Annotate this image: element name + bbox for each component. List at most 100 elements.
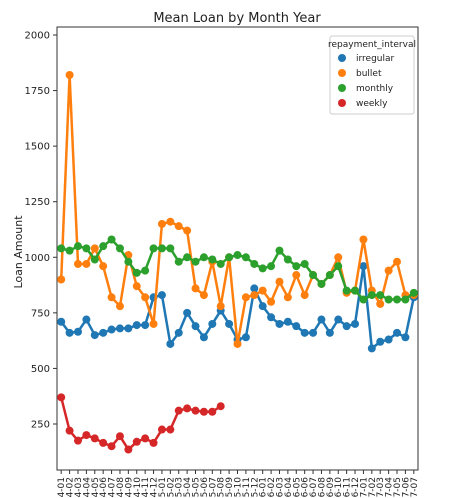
x-tick-label: 2014-04 <box>82 477 92 498</box>
x-tick-label: 2015-04 <box>183 477 193 498</box>
point <box>267 262 276 271</box>
point <box>183 226 192 235</box>
x-tick-label: 2014-05 <box>91 477 101 498</box>
y-tick-label: 750 <box>31 308 50 319</box>
point <box>166 217 175 226</box>
point <box>124 257 133 266</box>
point <box>283 293 292 302</box>
x-tick-label: 2014-01 <box>57 477 67 498</box>
point <box>334 315 343 324</box>
chart-title: Mean Loan by Month Year <box>153 11 321 26</box>
point <box>73 436 82 445</box>
point <box>157 244 166 253</box>
point <box>376 337 385 346</box>
point <box>132 321 141 330</box>
point <box>241 293 250 302</box>
legend: repayment_interval irregular bullet monthly… <box>328 35 416 115</box>
point <box>174 328 183 337</box>
point <box>115 244 124 253</box>
point <box>191 257 200 266</box>
point <box>132 282 141 291</box>
point <box>191 322 200 331</box>
y-tick-label: 500 <box>31 364 50 375</box>
y-axis-label: Loan Amount <box>12 215 25 289</box>
point <box>115 302 124 311</box>
point <box>216 302 225 311</box>
x-tick-label: 2016-01 <box>259 477 269 498</box>
point <box>267 313 276 322</box>
point <box>367 344 376 353</box>
point <box>191 284 200 293</box>
legend-marker <box>338 84 346 92</box>
point <box>208 407 217 416</box>
point <box>275 246 284 255</box>
point <box>124 445 133 454</box>
y-tick-label: 250 <box>31 419 50 430</box>
point <box>57 275 66 284</box>
point <box>300 291 309 300</box>
series-line <box>59 397 222 452</box>
x-tick-label: 2014-09 <box>124 477 134 498</box>
x-tick-label: 2016-11 <box>343 477 353 498</box>
point <box>65 328 74 337</box>
point <box>141 434 150 443</box>
point <box>233 339 242 348</box>
point <box>241 253 250 262</box>
point <box>325 271 334 280</box>
point <box>359 262 368 271</box>
point <box>90 255 99 264</box>
point <box>309 271 318 280</box>
point <box>401 295 410 304</box>
point <box>401 333 410 342</box>
point <box>216 402 225 411</box>
point <box>57 244 66 253</box>
point <box>183 253 192 262</box>
point <box>283 317 292 326</box>
point <box>300 259 309 268</box>
point <box>149 244 158 253</box>
point <box>141 293 150 302</box>
point <box>57 393 66 402</box>
point <box>393 257 402 266</box>
y-tick-label: 1250 <box>25 197 50 208</box>
point <box>90 331 99 340</box>
point <box>82 315 91 324</box>
y-tick-label: 1000 <box>25 253 50 264</box>
point <box>141 266 150 275</box>
point <box>384 295 393 304</box>
x-tick-label: 2017-07 <box>410 477 420 498</box>
point <box>65 426 74 435</box>
x-tick-label: 2016-09 <box>326 477 336 498</box>
point <box>82 431 91 440</box>
x-tick-label: 2014-03 <box>74 477 84 498</box>
point <box>258 286 267 295</box>
point <box>107 442 116 451</box>
point <box>292 262 301 271</box>
point <box>124 324 133 333</box>
point <box>317 315 326 324</box>
legend-label: irregular <box>356 54 395 64</box>
point <box>384 335 393 344</box>
point <box>325 328 334 337</box>
point <box>199 253 208 262</box>
point <box>367 291 376 300</box>
x-tick-label: 2017-06 <box>401 477 411 498</box>
point <box>376 291 385 300</box>
y-tick-label: 1750 <box>25 86 50 97</box>
point <box>157 425 166 434</box>
x-tick-label: 2015-11 <box>242 477 252 498</box>
point <box>65 71 74 80</box>
point <box>157 291 166 300</box>
point <box>258 302 267 311</box>
x-tick-label: 2015-07 <box>208 477 218 498</box>
x-tick-label: 2016-06 <box>301 477 311 498</box>
point <box>199 407 208 416</box>
x-tick-label: 2014-06 <box>99 477 109 498</box>
point <box>99 262 108 271</box>
point <box>309 328 318 337</box>
point <box>107 235 116 244</box>
y-tick-label: 1500 <box>25 142 50 153</box>
x-tick-label: 2015-10 <box>234 477 244 498</box>
point <box>351 286 360 295</box>
x-tick-label: 2017-01 <box>359 477 369 498</box>
